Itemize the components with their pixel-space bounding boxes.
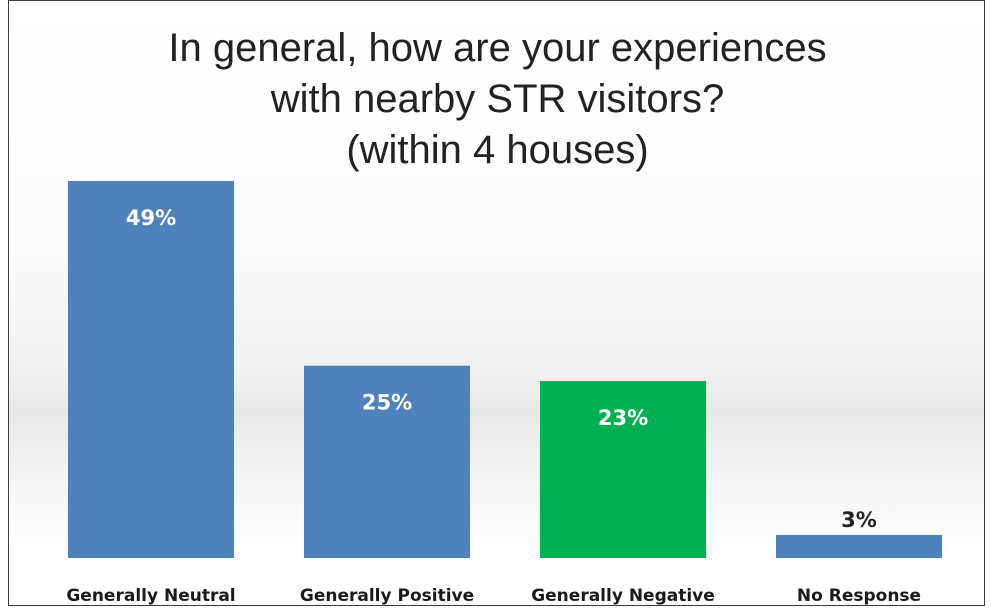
bar-generally-negative xyxy=(540,381,706,558)
chart-title-line-3: (within 4 houses) xyxy=(346,128,649,172)
data-label: 49% xyxy=(126,206,176,230)
data-label: 23% xyxy=(598,406,648,430)
category-label: Generally Neutral xyxy=(66,586,235,606)
data-label: 25% xyxy=(362,391,412,415)
bar-chart-plot: 49% Generally Neutral 25% Generally Positiv… xyxy=(66,181,942,606)
chart-title-line-2: with nearby STR visitors? xyxy=(270,77,725,121)
bar-no-response xyxy=(776,534,942,558)
bar-generally-neutral xyxy=(68,181,234,558)
category-label: Generally Negative xyxy=(531,586,715,606)
category-label: Generally Positive xyxy=(300,586,474,606)
chart-frame: In general, how are your experiences wit… xyxy=(8,0,985,606)
bar-generally-positive xyxy=(304,365,470,558)
chart-title-line-1: In general, how are your experiences xyxy=(168,26,827,70)
category-label: No Response xyxy=(797,586,921,606)
chart-title: In general, how are your experiences wit… xyxy=(9,23,984,176)
data-label: 3% xyxy=(841,508,877,532)
